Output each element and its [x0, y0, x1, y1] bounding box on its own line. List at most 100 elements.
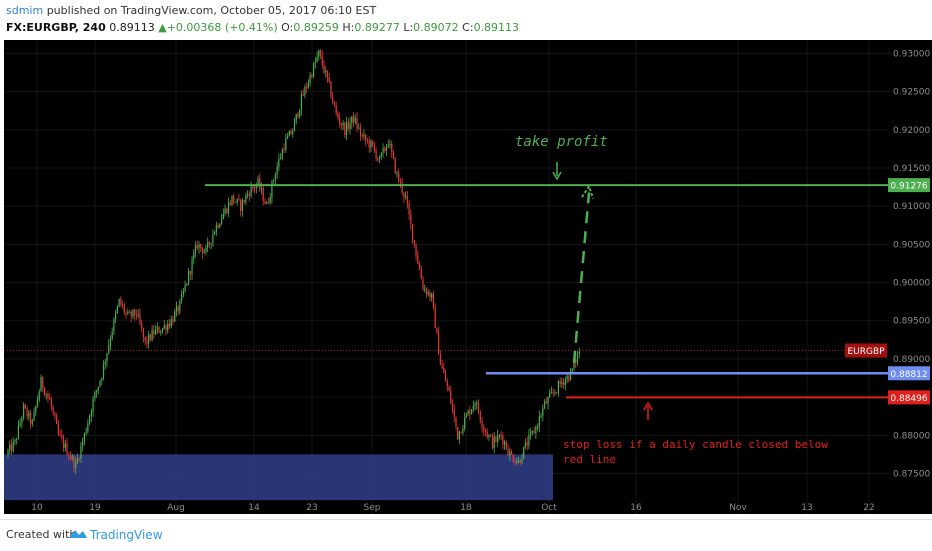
candle-body	[351, 116, 353, 124]
candle-body	[375, 150, 377, 159]
projection-arrow-shaft	[572, 192, 591, 363]
candle-body	[97, 386, 99, 391]
candle-body	[467, 410, 469, 415]
candle-body	[245, 195, 247, 203]
tradingview-link[interactable]: TradingView	[90, 528, 163, 542]
candle-body	[95, 390, 98, 393]
candle-body	[517, 460, 520, 463]
candle-body	[82, 441, 84, 446]
candle-body	[403, 192, 405, 197]
candle-body	[563, 382, 565, 385]
candle-body	[19, 422, 21, 426]
author-link[interactable]: sdmim	[6, 4, 44, 17]
candle-body	[125, 312, 127, 314]
candle-body	[368, 140, 370, 148]
candle-body	[345, 122, 348, 136]
projection-arrow-head	[581, 184, 594, 199]
candle-body	[568, 375, 570, 381]
candle-body	[323, 65, 325, 73]
candle-body	[148, 334, 150, 344]
candle-body	[510, 451, 513, 455]
candle-body	[401, 182, 403, 193]
candle-body	[240, 199, 242, 211]
candle-body	[578, 351, 580, 354]
candle-body	[471, 409, 473, 415]
candle-body	[410, 214, 412, 225]
candle-body	[276, 166, 278, 175]
y-tick-label: 0.90500	[893, 240, 930, 250]
candle-body	[377, 158, 379, 160]
candle-body	[182, 291, 184, 295]
candle-body	[299, 109, 301, 117]
candle-body	[153, 330, 155, 335]
candle-body	[151, 330, 153, 340]
last-price: 0.89113	[109, 21, 155, 34]
candle-body	[535, 426, 537, 434]
candle-body	[321, 55, 323, 66]
candle-body	[156, 327, 158, 330]
price-tag-label: 0.88812	[890, 370, 927, 380]
candle-body	[547, 397, 549, 404]
candle-body	[269, 197, 271, 204]
candle-body	[453, 409, 455, 417]
candle-body	[340, 123, 342, 126]
candle-body	[243, 200, 245, 203]
candle-body	[394, 157, 396, 174]
candle-body	[273, 179, 275, 182]
candle-body	[196, 245, 198, 249]
candle-body	[444, 372, 447, 382]
x-tick-label: 18	[460, 503, 472, 513]
candle-body	[54, 412, 56, 417]
candle-body	[286, 136, 289, 139]
stop-loss-annotation: red line	[563, 453, 616, 466]
candle-body	[142, 328, 145, 337]
candle-body	[538, 416, 540, 427]
candle-body	[516, 462, 518, 464]
candle-body	[203, 251, 205, 254]
candle-body	[438, 332, 440, 355]
candle-body	[477, 402, 480, 413]
candle-body	[205, 247, 207, 252]
candle-body	[576, 353, 579, 363]
candle-body	[542, 408, 544, 416]
candle-body	[495, 436, 497, 442]
candle-body	[370, 140, 372, 148]
candle-body	[556, 392, 558, 394]
candle-body	[102, 364, 105, 379]
candle-body	[207, 242, 209, 248]
candle-body	[455, 416, 457, 427]
candle-body	[344, 123, 346, 136]
candle-body	[45, 394, 47, 396]
candle-body	[90, 411, 92, 416]
support-zone-rect	[4, 454, 553, 501]
candle-body	[465, 414, 468, 418]
ohlc-legend: FX:EURGBP, 240 0.89113 ▲+0.00368 (+0.41%…	[6, 21, 520, 34]
candle-body	[481, 420, 483, 428]
stop-loss-arrow-head	[643, 401, 653, 411]
candle-body	[550, 392, 553, 394]
candle-body	[443, 367, 445, 373]
price-chart[interactable]: take profit stop loss if a daily candle c…	[0, 38, 932, 519]
candle-body	[73, 456, 75, 469]
candle-body	[474, 404, 476, 407]
candle-body	[302, 94, 304, 96]
high-value: 0.89277	[354, 21, 400, 34]
candle-body	[108, 345, 110, 354]
candle-body	[174, 311, 176, 322]
open-value: 0.89259	[293, 21, 339, 34]
candle-body	[573, 360, 575, 369]
candle-body	[328, 77, 330, 82]
candle-body	[571, 368, 573, 371]
candle-body	[83, 433, 86, 442]
candle-body	[306, 87, 308, 89]
candle-body	[490, 435, 492, 437]
candle-body	[389, 144, 391, 146]
candle-body	[462, 428, 464, 433]
candle-body	[78, 458, 80, 460]
candle-body	[262, 187, 264, 202]
candle-body	[36, 399, 39, 407]
candle-body	[115, 312, 117, 319]
y-tick-label: 0.92000	[893, 126, 930, 136]
candle-body	[391, 144, 393, 153]
candle-body	[399, 181, 402, 183]
